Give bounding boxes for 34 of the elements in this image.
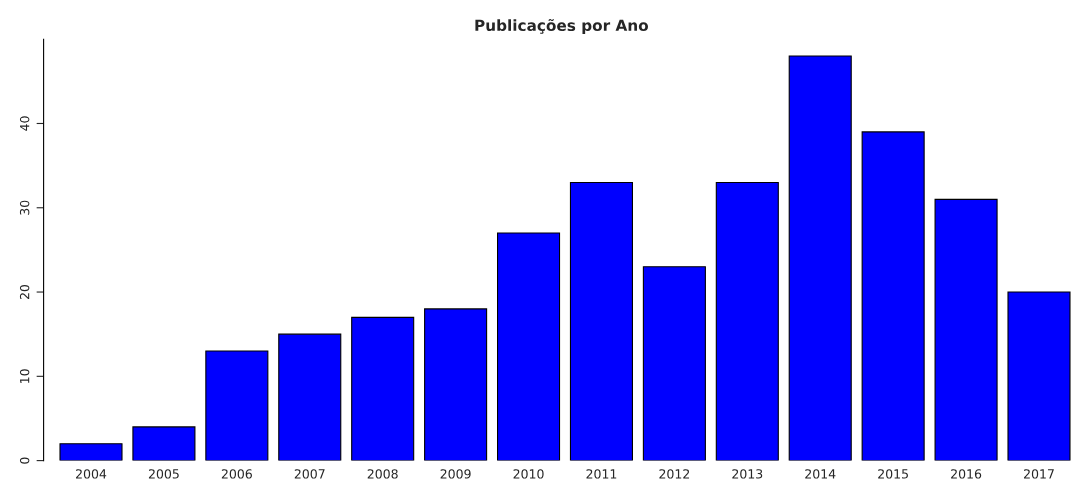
bar bbox=[715, 181, 779, 461]
x-tick-label: 2007 bbox=[294, 469, 325, 479]
bar bbox=[351, 316, 415, 461]
y-tick-label: 40 bbox=[19, 116, 30, 131]
bar bbox=[934, 198, 998, 461]
x-tick-label: 2016 bbox=[951, 469, 982, 479]
bar bbox=[569, 181, 634, 461]
x-tick-label: 2015 bbox=[878, 469, 908, 479]
bar bbox=[205, 350, 269, 461]
y-tick-label: 0 bbox=[19, 457, 30, 464]
x-tick-label: 2010 bbox=[513, 469, 544, 479]
x-tick-label: 2006 bbox=[221, 469, 252, 479]
bar bbox=[642, 266, 706, 461]
bar bbox=[788, 55, 852, 461]
x-tick-label: 2005 bbox=[148, 469, 179, 479]
bar bbox=[278, 333, 342, 461]
x-tick-label: 2012 bbox=[659, 469, 690, 479]
y-tick-label: 30 bbox=[19, 200, 30, 215]
x-tick-label: 2004 bbox=[76, 469, 107, 479]
x-tick-label: 2014 bbox=[805, 469, 836, 479]
bar bbox=[132, 426, 196, 461]
x-tick-label: 2008 bbox=[367, 469, 398, 479]
x-tick-label: 2017 bbox=[1024, 469, 1054, 479]
x-tick-label: 2009 bbox=[440, 469, 471, 479]
chart-title: Publicações por Ano bbox=[475, 18, 649, 35]
bar bbox=[861, 131, 925, 461]
x-tick-label: 2013 bbox=[732, 469, 763, 479]
y-tick-label: 10 bbox=[19, 369, 30, 383]
y-tick-label: 20 bbox=[19, 284, 30, 300]
bar bbox=[496, 232, 561, 461]
bar bbox=[59, 443, 123, 461]
bar bbox=[424, 308, 488, 461]
bar bbox=[1007, 291, 1071, 461]
x-tick-label: 2011 bbox=[586, 469, 617, 479]
